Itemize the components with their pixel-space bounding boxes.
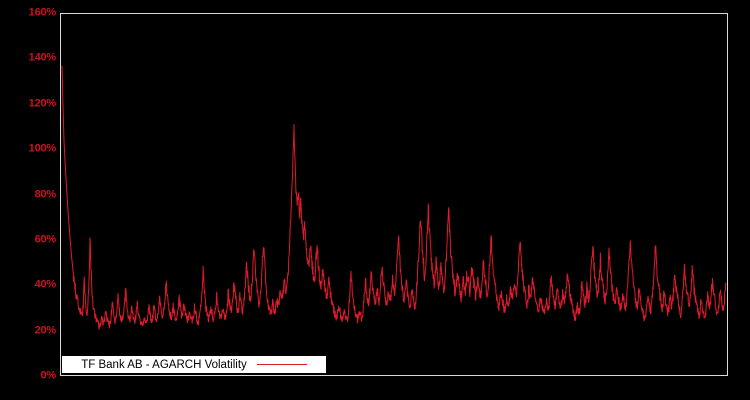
y-axis-tick-label: 0%	[40, 369, 57, 382]
y-axis-tick-label: 140%	[28, 51, 57, 64]
legend-label: TF Bank AB - AGARCH Volatility	[81, 358, 247, 371]
series-line	[61, 65, 727, 330]
y-axis-tick-label: 80%	[34, 188, 57, 200]
y-axis-tick-label: 160%	[28, 6, 57, 19]
plot-area	[60, 13, 728, 376]
volatility-series	[61, 65, 727, 330]
y-axis-tick-label: 40%	[34, 278, 57, 291]
y-axis-ticks: 0% 20% 40% 60% 80% 100% 120% 140% 160%	[0, 0, 57, 400]
y-axis-tick-label: 60%	[34, 233, 57, 246]
chart-legend[interactable]: TF Bank AB - AGARCH Volatility	[62, 356, 326, 373]
y-axis-tick-label: 100%	[28, 142, 57, 155]
y-axis-tick-label: 20%	[34, 324, 57, 337]
legend-line-swatch	[256, 364, 307, 365]
y-axis-tick-label: 120%	[28, 97, 57, 110]
